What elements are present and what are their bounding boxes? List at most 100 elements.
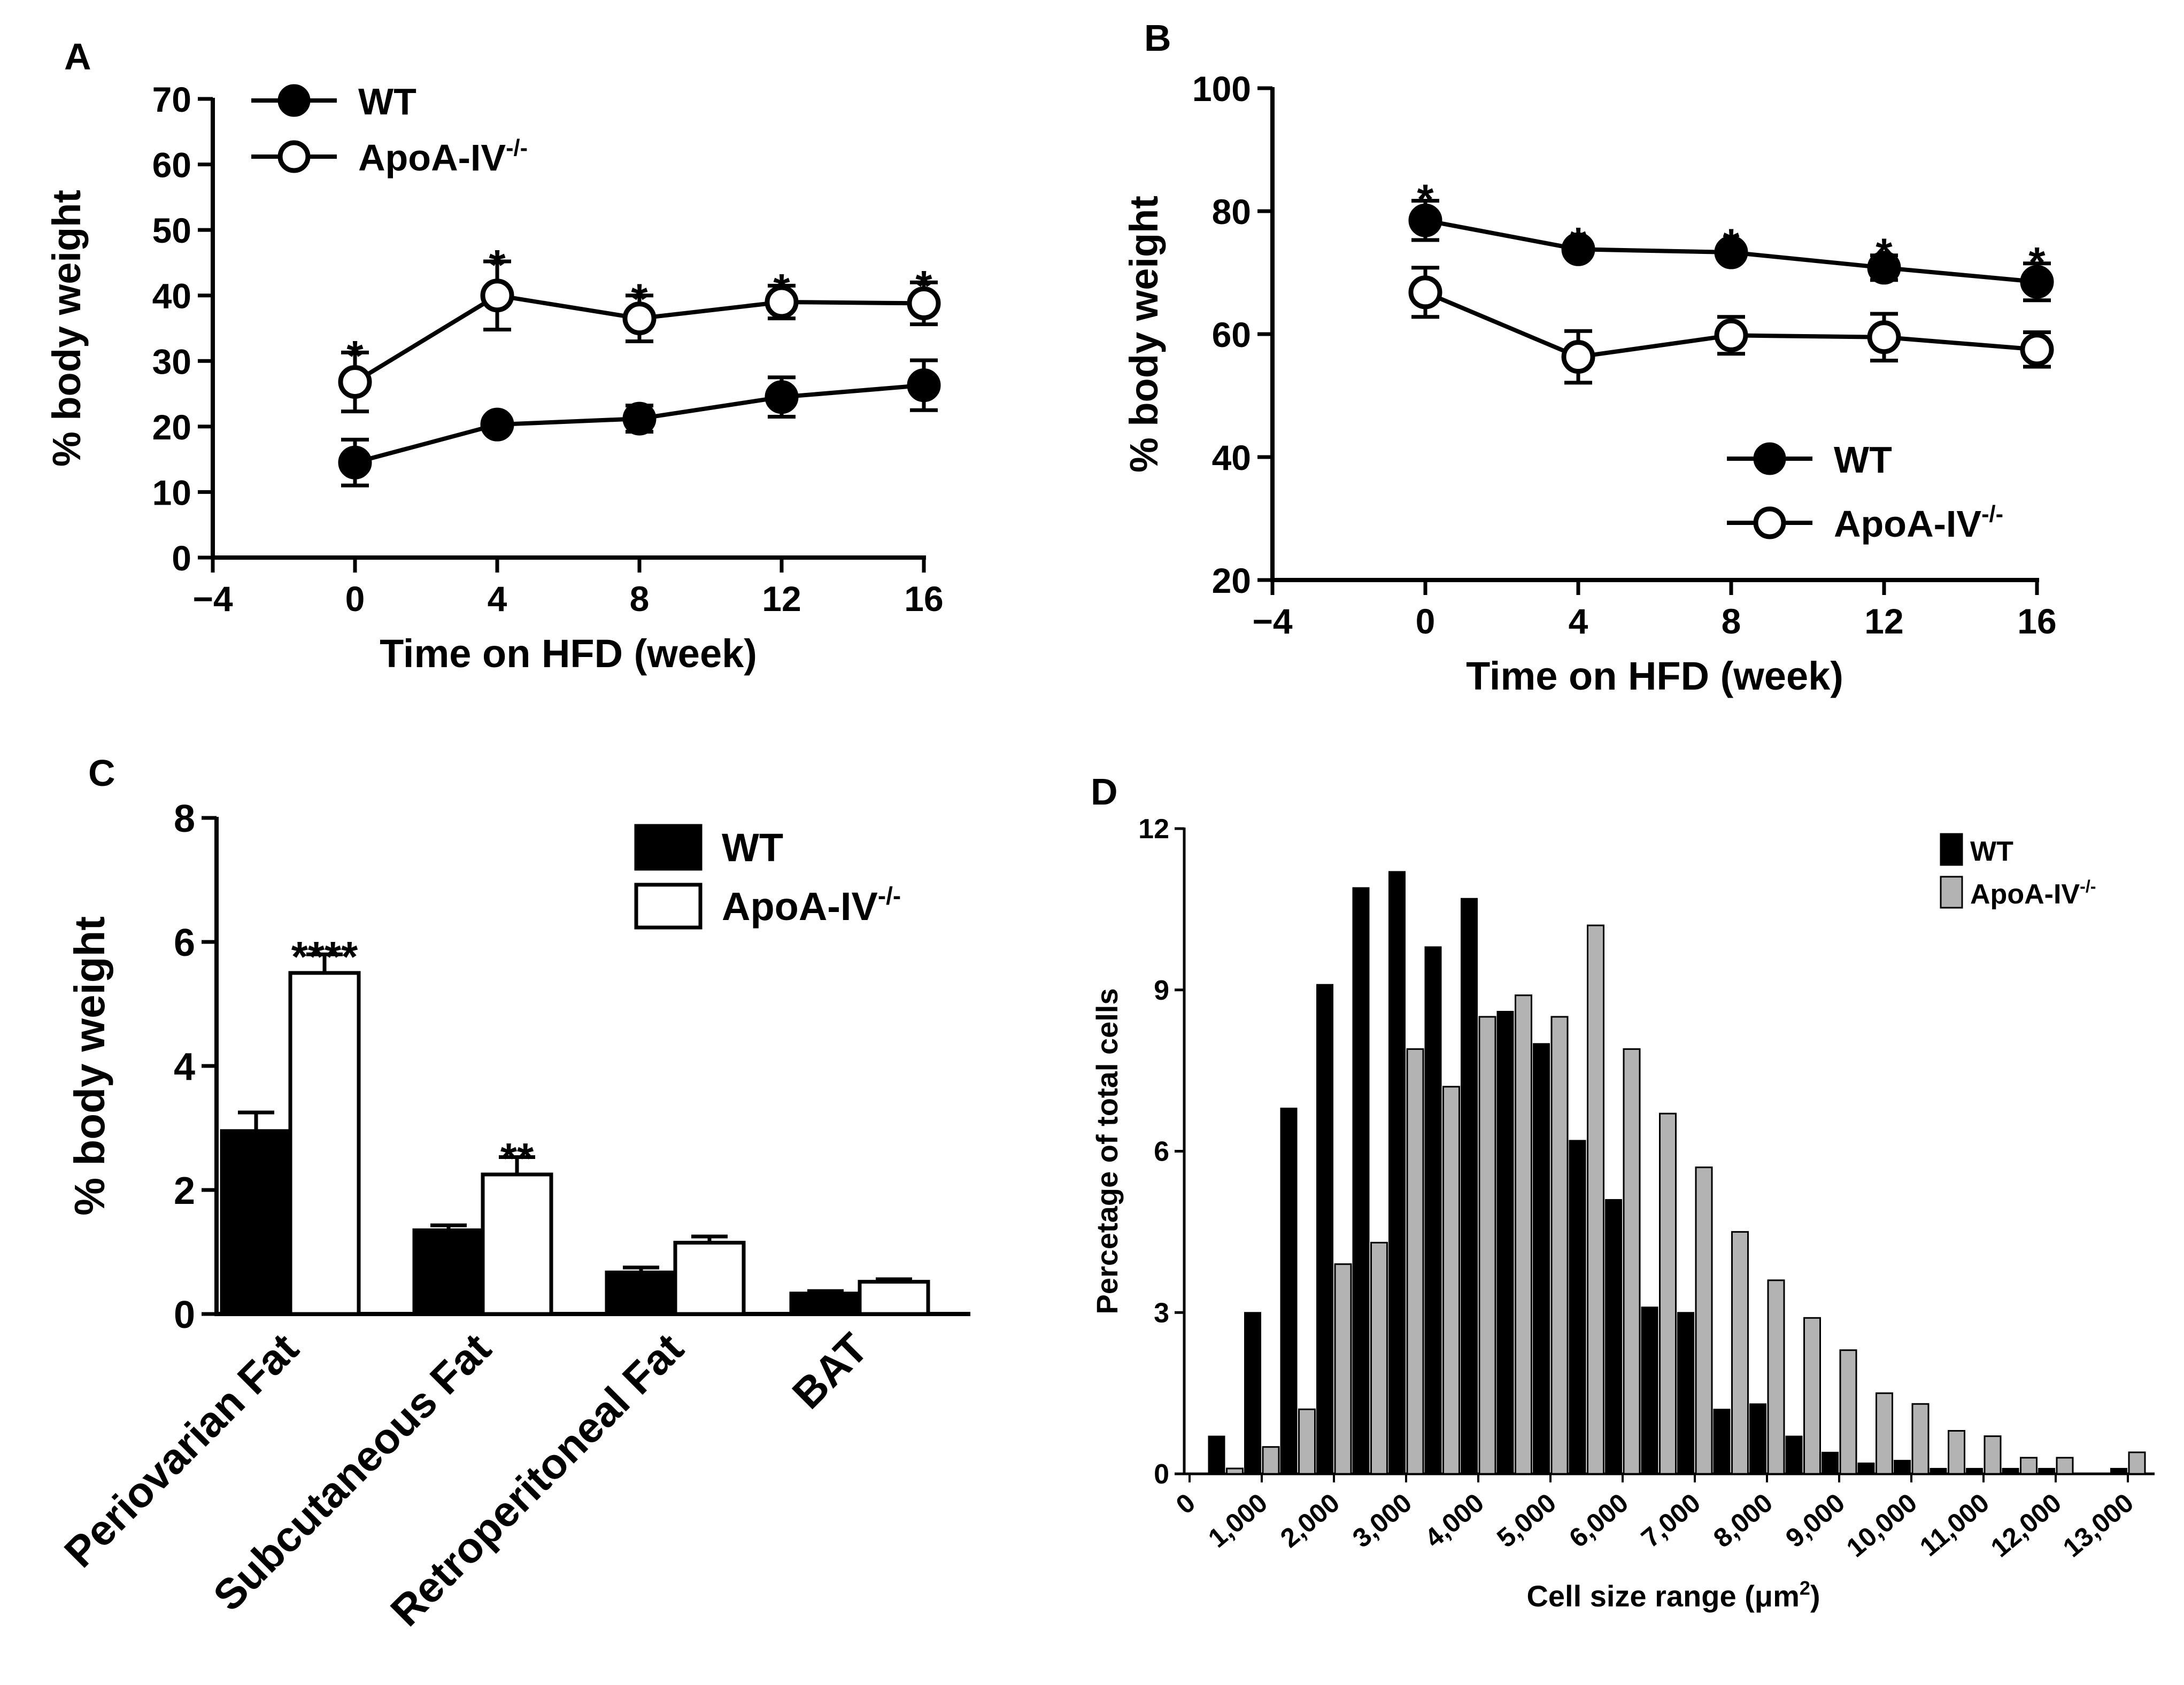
x-tick-label: 12 xyxy=(762,579,801,619)
data-point-wt xyxy=(1408,203,1442,237)
bar-apoa4 xyxy=(2056,1457,2074,1475)
bar-apoa4 xyxy=(481,1172,553,1316)
legend-label-wt: WT xyxy=(722,825,783,870)
x-tick-label: 8,000 xyxy=(1708,1488,1778,1553)
bar-wt xyxy=(1208,1435,1225,1474)
x-tick-label: 4,000 xyxy=(1419,1488,1490,1553)
legend-label-wt: WT xyxy=(1970,836,2013,867)
bar-apoa4 xyxy=(1767,1279,1785,1475)
y-tick-label: 9 xyxy=(1154,975,1169,1006)
bar-apoa4 xyxy=(1659,1112,1677,1475)
significance-marker: * xyxy=(773,265,790,313)
bar-wt xyxy=(1569,1140,1586,1474)
bar-wt xyxy=(789,1292,862,1316)
bar-wt xyxy=(1785,1435,1803,1474)
legend-label-apoa4: ApoA-IV-/- xyxy=(1970,877,2096,910)
bar-apoa4 xyxy=(1550,1016,1569,1475)
data-point-apoa4 xyxy=(622,302,657,336)
y-tick-label: 3 xyxy=(1154,1297,1169,1328)
bar-apoa4 xyxy=(1948,1430,1965,1475)
bar-apoa4 xyxy=(1876,1392,1893,1475)
x-tick-label: 10,000 xyxy=(1841,1488,1923,1563)
data-point-wt xyxy=(480,407,514,442)
bar-wt xyxy=(412,1228,485,1316)
x-tick-label: 9,000 xyxy=(1780,1488,1850,1553)
bar-wt xyxy=(1930,1467,1947,1474)
bar-apoa4 xyxy=(858,1280,930,1316)
legend-label-apoa4: ApoA-IV-/- xyxy=(722,882,901,929)
y-axis-title: % body weight xyxy=(66,916,113,1216)
bar-apoa4 xyxy=(1839,1349,1857,1475)
significance-marker: * xyxy=(346,332,364,380)
y-tick-label: 0 xyxy=(1154,1459,1169,1490)
legend-swatch-apoa4 xyxy=(1940,876,1963,909)
data-point-apoa4 xyxy=(1867,320,1901,354)
legend-marker-wt xyxy=(1753,442,1786,475)
bar-apoa4 xyxy=(1478,1016,1496,1475)
data-point-wt xyxy=(338,445,372,480)
bar-wt xyxy=(1316,984,1333,1474)
panel-letter-a: A xyxy=(64,36,91,78)
y-tick-label: 60 xyxy=(1212,315,1251,354)
y-tick-label: 2 xyxy=(174,1170,195,1212)
legend-label-apoa4: ApoA-IV-/- xyxy=(1834,501,2003,545)
y-tick-label: 80 xyxy=(1212,192,1251,231)
significance-marker: * xyxy=(1417,176,1434,223)
bar-apoa4 xyxy=(1803,1317,1821,1475)
significance-marker: * xyxy=(2028,238,2046,286)
bar-wt xyxy=(2110,1467,2127,1474)
bar-apoa4 xyxy=(1226,1467,1244,1475)
y-axis-title: % body weight xyxy=(44,190,89,467)
bar-wt xyxy=(1424,946,1442,1474)
x-tick-label: 16 xyxy=(904,579,943,619)
bar-wt xyxy=(1461,898,1478,1474)
bar-wt xyxy=(1244,1312,1261,1474)
x-tick-label: 8 xyxy=(630,579,650,619)
y-axis-title: Percetage of total cells xyxy=(1090,988,1124,1314)
y-tick-label: 8 xyxy=(174,798,195,840)
x-tick-label: 4 xyxy=(1569,601,1588,641)
bar-wt xyxy=(1966,1467,1983,1474)
y-tick-label: 12 xyxy=(1138,814,1169,845)
data-point-apoa4 xyxy=(2020,333,2054,367)
x-tick-label: 12 xyxy=(1864,601,1903,641)
bar-apoa4 xyxy=(1262,1446,1280,1475)
x-tick-label: 0 xyxy=(345,579,365,619)
y-tick-label: 0 xyxy=(174,1294,195,1336)
bar-wt xyxy=(2038,1467,2055,1474)
significance-marker: **** xyxy=(291,933,358,980)
bar-apoa4 xyxy=(288,971,361,1316)
bar-wt xyxy=(220,1129,292,1316)
y-tick-label: 6 xyxy=(1154,1137,1169,1168)
bar-apoa4 xyxy=(1695,1166,1713,1475)
bar-wt xyxy=(1857,1462,1875,1474)
x-tick-label: 0 xyxy=(1416,601,1436,641)
data-point-apoa4 xyxy=(907,286,941,320)
bar-apoa4 xyxy=(1984,1435,2002,1475)
legend-swatch-wt xyxy=(634,824,703,871)
significance-marker: * xyxy=(1723,220,1740,267)
data-point-wt xyxy=(907,368,941,403)
y-tick-label: 6 xyxy=(174,922,195,964)
y-tick-label: 10 xyxy=(152,473,191,512)
data-point-wt xyxy=(765,380,799,414)
panel-letter-b: B xyxy=(1144,17,1171,59)
bar-wt xyxy=(1713,1409,1731,1475)
data-point-wt xyxy=(2020,265,2054,299)
y-tick-label: 30 xyxy=(152,342,191,381)
legend-label-wt: WT xyxy=(1834,439,1892,481)
bar-apoa4 xyxy=(1406,1048,1424,1475)
legend-marker-wt xyxy=(277,84,311,117)
legend-label-wt: WT xyxy=(358,81,416,122)
data-point-apoa4 xyxy=(765,285,799,319)
panel-b: B 20 40 60 80 100 −4 0 4 8 12 16 Time on HFD (week)… xyxy=(1122,17,2057,698)
y-tick-label: 20 xyxy=(1212,561,1251,600)
bar-wt xyxy=(605,1270,677,1316)
bar-apoa4 xyxy=(1587,924,1604,1475)
bar-wt xyxy=(1641,1307,1658,1474)
bar-apoa4 xyxy=(1911,1403,1930,1475)
bar-wt xyxy=(1894,1459,1911,1475)
data-point-apoa4 xyxy=(480,279,514,313)
x-axis-title: Time on HFD (week) xyxy=(1466,654,1843,698)
x-tick-label: 13,000 xyxy=(2057,1488,2139,1563)
